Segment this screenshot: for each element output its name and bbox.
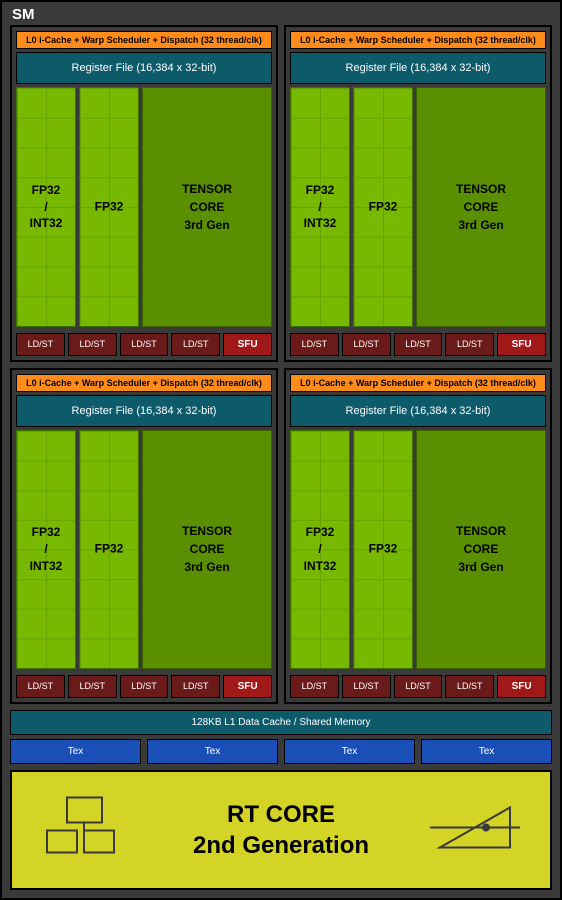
ldst-unit: LD/ST bbox=[16, 675, 65, 698]
fp32-core: FP32 bbox=[353, 430, 413, 670]
fp32-int32-core: FP32/INT32 bbox=[290, 87, 350, 327]
processing-block: L0 i-Cache + Warp Scheduler + Dispatch (… bbox=[284, 368, 552, 705]
fp32-int32-label: FP32/INT32 bbox=[30, 524, 63, 574]
tex-unit: Tex bbox=[147, 739, 278, 764]
tex-row: TexTexTexTex bbox=[10, 739, 552, 764]
sfu-unit: SFU bbox=[223, 333, 272, 356]
fp32-int32-core: FP32/INT32 bbox=[16, 87, 76, 327]
register-file: Register File (16,384 x 32-bit) bbox=[290, 52, 546, 84]
register-file: Register File (16,384 x 32-bit) bbox=[290, 395, 546, 427]
fp32-int32-core: FP32/INT32 bbox=[16, 430, 76, 670]
triangle-icon bbox=[430, 798, 520, 863]
ldst-unit: LD/ST bbox=[445, 333, 494, 356]
fp32-label: FP32 bbox=[95, 198, 124, 215]
fp32-int32-label: FP32/INT32 bbox=[304, 182, 337, 232]
cores-row: FP32/INT32 FP32 TENSORCORE3rd Gen bbox=[290, 87, 546, 327]
ldst-unit: LD/ST bbox=[394, 333, 443, 356]
ldst-unit: LD/ST bbox=[290, 675, 339, 698]
fp32-core: FP32 bbox=[79, 87, 139, 327]
processing-block: L0 i-Cache + Warp Scheduler + Dispatch (… bbox=[10, 25, 278, 362]
cores-row: FP32/INT32 FP32 TENSORCORE3rd Gen bbox=[290, 430, 546, 670]
register-file: Register File (16,384 x 32-bit) bbox=[16, 52, 272, 84]
ldst-unit: LD/ST bbox=[120, 675, 169, 698]
ldst-unit: LD/ST bbox=[290, 333, 339, 356]
rt-core-label: RT CORE 2nd Generation bbox=[193, 799, 369, 861]
l0-cache-bar: L0 i-Cache + Warp Scheduler + Dispatch (… bbox=[16, 31, 272, 49]
tensor-core: TENSORCORE3rd Gen bbox=[416, 430, 546, 670]
ldst-unit: LD/ST bbox=[68, 333, 117, 356]
fp32-int32-label: FP32/INT32 bbox=[304, 524, 337, 574]
ldst-unit: LD/ST bbox=[16, 333, 65, 356]
ldst-unit: LD/ST bbox=[171, 675, 220, 698]
fp32-int32-label: FP32/INT32 bbox=[30, 182, 63, 232]
cores-row: FP32/INT32 FP32 TENSORCORE3rd Gen bbox=[16, 430, 272, 670]
fp32-label: FP32 bbox=[369, 198, 398, 215]
tex-unit: Tex bbox=[10, 739, 141, 764]
processing-block: L0 i-Cache + Warp Scheduler + Dispatch (… bbox=[10, 368, 278, 705]
fp32-label: FP32 bbox=[369, 541, 398, 558]
ldst-row: LD/STLD/STLD/STLD/STSFU bbox=[16, 675, 272, 698]
ldst-unit: LD/ST bbox=[171, 333, 220, 356]
sm-container: SM L0 i-Cache + Warp Scheduler + Dispatc… bbox=[0, 0, 562, 900]
tex-unit: Tex bbox=[284, 739, 415, 764]
sm-title: SM bbox=[10, 6, 552, 23]
sfu-unit: SFU bbox=[497, 333, 546, 356]
rt-core: RT CORE 2nd Generation bbox=[10, 770, 552, 890]
ldst-unit: LD/ST bbox=[445, 675, 494, 698]
rt-core-line1: RT CORE bbox=[227, 801, 335, 828]
tensor-core: TENSORCORE3rd Gen bbox=[416, 87, 546, 327]
sfu-unit: SFU bbox=[223, 675, 272, 698]
ldst-row: LD/STLD/STLD/STLD/STSFU bbox=[290, 675, 546, 698]
ldst-row: LD/STLD/STLD/STLD/STSFU bbox=[16, 333, 272, 356]
ldst-unit: LD/ST bbox=[342, 675, 391, 698]
cores-row: FP32/INT32 FP32 TENSORCORE3rd Gen bbox=[16, 87, 272, 327]
tex-unit: Tex bbox=[421, 739, 552, 764]
sfu-unit: SFU bbox=[497, 675, 546, 698]
ldst-row: LD/STLD/STLD/STLD/STSFU bbox=[290, 333, 546, 356]
ldst-unit: LD/ST bbox=[342, 333, 391, 356]
fp32-label: FP32 bbox=[95, 541, 124, 558]
bvh-icon bbox=[42, 793, 122, 868]
rt-core-line2: 2nd Generation bbox=[193, 832, 369, 859]
l0-cache-bar: L0 i-Cache + Warp Scheduler + Dispatch (… bbox=[290, 31, 546, 49]
fp32-int32-core: FP32/INT32 bbox=[290, 430, 350, 670]
l0-cache-bar: L0 i-Cache + Warp Scheduler + Dispatch (… bbox=[16, 374, 272, 392]
ldst-unit: LD/ST bbox=[394, 675, 443, 698]
ldst-unit: LD/ST bbox=[120, 333, 169, 356]
tensor-core: TENSORCORE3rd Gen bbox=[142, 430, 272, 670]
l0-cache-bar: L0 i-Cache + Warp Scheduler + Dispatch (… bbox=[290, 374, 546, 392]
tensor-core: TENSORCORE3rd Gen bbox=[142, 87, 272, 327]
ldst-unit: LD/ST bbox=[68, 675, 117, 698]
processing-block: L0 i-Cache + Warp Scheduler + Dispatch (… bbox=[284, 25, 552, 362]
processing-blocks-grid: L0 i-Cache + Warp Scheduler + Dispatch (… bbox=[10, 25, 552, 704]
fp32-core: FP32 bbox=[79, 430, 139, 670]
l1-cache-bar: 128KB L1 Data Cache / Shared Memory bbox=[10, 710, 552, 735]
register-file: Register File (16,384 x 32-bit) bbox=[16, 395, 272, 427]
fp32-core: FP32 bbox=[353, 87, 413, 327]
